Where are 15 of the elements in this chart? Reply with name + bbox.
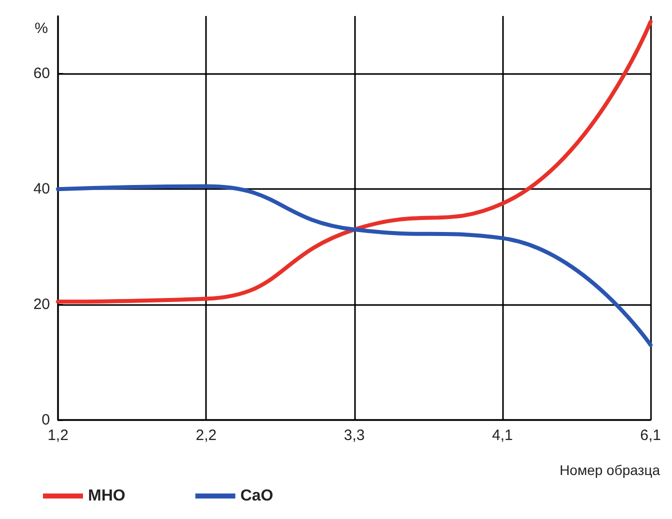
y-tick-label: 20: [33, 296, 50, 314]
y-tick-label: 60: [33, 65, 50, 82]
x-tick-label: 6,1: [640, 427, 662, 444]
y-tick-label: 0: [42, 412, 50, 428]
legend-label: МНО: [88, 488, 126, 504]
legend-label: CaO: [240, 488, 274, 504]
y-axis-title: %: [34, 20, 48, 37]
y-tick-label: 40: [33, 180, 50, 198]
x-tick-label: 2,2: [196, 427, 217, 444]
x-axis-title: Номер образца: [560, 462, 660, 478]
x-tick-label: 3,3: [344, 427, 365, 444]
x-tick-label: 4,1: [492, 427, 513, 444]
line-series: [56, 184, 653, 347]
x-tick-label: 1,2: [48, 427, 68, 444]
line-series: [56, 20, 653, 304]
